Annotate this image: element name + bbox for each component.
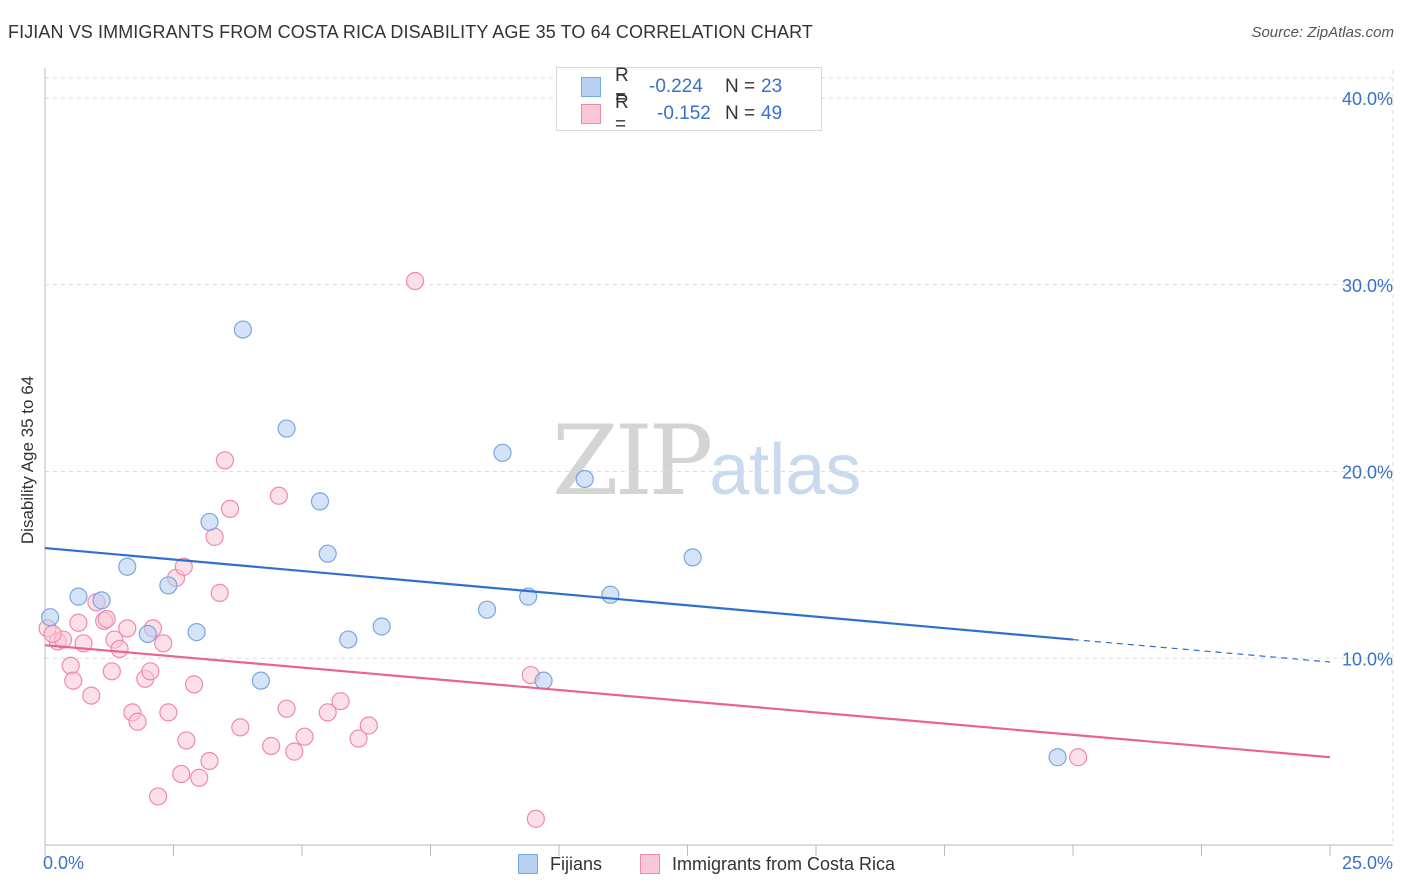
- fijian-point: [251, 671, 270, 690]
- costa-rica-point: [82, 686, 101, 705]
- fijians-legend-swatch: [518, 854, 538, 874]
- costa-rica-point: [231, 718, 250, 737]
- fijian-point: [318, 544, 337, 563]
- fijian-point: [1048, 748, 1067, 767]
- costa-rica-point: [331, 692, 350, 711]
- x-tick-label: 0.0%: [43, 853, 84, 873]
- costa-rica-point: [295, 727, 314, 746]
- costa-rica-point: [172, 764, 191, 784]
- costa-rica-point: [1069, 748, 1088, 767]
- legend-item-costa-rica[interactable]: Immigrants from Costa Rica: [640, 851, 895, 877]
- fijian-point: [339, 630, 358, 649]
- fijian-point: [200, 512, 219, 532]
- fijian-point: [69, 587, 88, 606]
- costa-rica-point: [285, 742, 304, 761]
- r-label: R =: [615, 92, 629, 135]
- costa-rica-point: [277, 699, 296, 718]
- fijian-point: [187, 623, 206, 642]
- costa-rica-point: [64, 671, 83, 690]
- series-legend: Fijians Immigrants from Costa Rica: [0, 851, 1406, 877]
- costa-rica-point: [69, 613, 88, 632]
- legend-item-fijians[interactable]: Fijians: [518, 851, 602, 877]
- costa-rica-point: [262, 736, 281, 756]
- n-label: N =: [725, 76, 756, 97]
- fijian-point: [493, 443, 512, 462]
- costa-rica-point: [102, 662, 121, 681]
- n-label: N =: [725, 103, 756, 124]
- fijian-point: [601, 585, 620, 604]
- fijian-point: [159, 576, 178, 595]
- fijian-point: [534, 671, 553, 690]
- fijians-swatch: [581, 77, 601, 97]
- costa-rica-point: [159, 703, 178, 722]
- watermark-zip: ZIP: [552, 405, 713, 517]
- costa-rica-point: [141, 662, 160, 681]
- costa-rica-point: [110, 639, 129, 659]
- y-tick-label: 20.0%: [1342, 463, 1393, 483]
- r-value: -0.152: [657, 103, 711, 124]
- costa-rica-point: [526, 809, 545, 828]
- costa-rica-point: [61, 656, 80, 675]
- costa-rica-point: [97, 609, 116, 629]
- costa-rica-point: [220, 499, 240, 518]
- r-label: R =: [615, 65, 629, 108]
- fijian-point: [118, 557, 137, 576]
- x-tick-label: 25.0%: [1342, 853, 1393, 873]
- fijian-point: [277, 419, 296, 438]
- fijian-point: [575, 469, 594, 489]
- costa-rica-point: [359, 716, 378, 735]
- costa-rica-point: [184, 675, 204, 694]
- stats-legend: R = -0.224 N = 23 R = -0.152 N = 49: [556, 65, 822, 135]
- y-tick-label: 30.0%: [1342, 276, 1393, 296]
- costa-rica-point: [174, 557, 193, 576]
- costa-rica-point: [215, 451, 234, 470]
- costa-rica-legend-swatch: [640, 854, 660, 874]
- chart-title: FIJIAN VS IMMIGRANTS FROM COSTA RICA DIS…: [8, 22, 813, 42]
- costa-rica-legend-label: Immigrants from Costa Rica: [672, 853, 896, 874]
- costa-rica-point: [190, 768, 209, 787]
- fijian-point: [477, 600, 497, 619]
- costa-rica-point: [210, 583, 229, 602]
- watermark: ZIPatlas: [552, 405, 861, 517]
- fijian-point: [92, 591, 111, 610]
- costa-rica-point: [269, 486, 288, 505]
- fijian-point: [683, 548, 702, 567]
- r-value: -0.224: [649, 76, 703, 97]
- y-tick-label: 40.0%: [1342, 89, 1393, 109]
- costa-rica-point: [148, 787, 168, 806]
- fijian-point: [372, 617, 391, 636]
- n-value: 23: [761, 76, 783, 97]
- costa-rica-point: [43, 624, 62, 644]
- fijian-point: [233, 320, 252, 339]
- fijian-point: [310, 492, 330, 511]
- fijian-point: [138, 624, 157, 644]
- costa-rica-point: [200, 751, 219, 771]
- source-label: Source: ZipAtlas.com: [1251, 24, 1394, 41]
- costa-rica-point: [349, 729, 368, 748]
- stats-row-fijians: R = -0.224 N = 23: [581, 65, 783, 108]
- costa-rica-point: [118, 619, 137, 638]
- fijian-point: [41, 608, 60, 627]
- costa-rica-swatch: [581, 104, 601, 124]
- fijians-legend-label: Fijians: [550, 853, 603, 874]
- costa-rica-point: [177, 731, 196, 750]
- costa-rica-point: [128, 712, 147, 731]
- fijian-trend-line: [44, 546, 1074, 641]
- fijian-trend-extension: [1072, 638, 1331, 663]
- n-value: 49: [761, 103, 783, 124]
- costa-rica-point: [318, 703, 337, 722]
- costa-rica-point: [154, 634, 173, 653]
- watermark-atlas: atlas: [709, 430, 862, 510]
- y-tick-label: 10.0%: [1342, 649, 1393, 669]
- stats-row-costa-rica: R = -0.152 N = 49: [581, 92, 783, 135]
- costa-rica-trend-line: [44, 644, 1331, 759]
- costa-rica-point: [405, 271, 425, 291]
